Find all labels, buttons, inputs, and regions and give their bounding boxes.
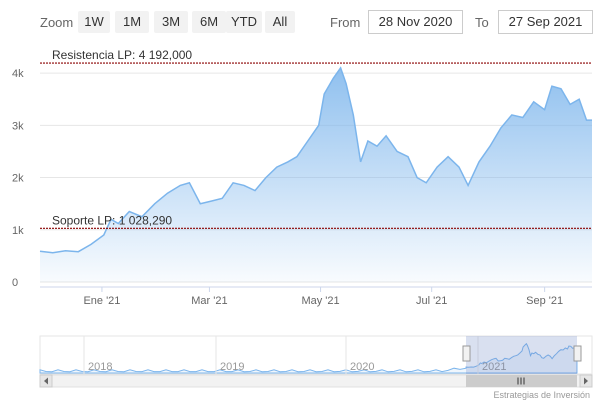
navigator-frame bbox=[39, 335, 593, 375]
y-tick-label: 1k bbox=[12, 225, 24, 237]
navigator-years: 2018 2019 2020 2021 bbox=[83, 336, 506, 374]
grip-icon bbox=[517, 377, 525, 385]
zoom-1m-button[interactable]: 1M bbox=[115, 11, 149, 33]
series-line bbox=[39, 66, 592, 254]
from-label: From bbox=[330, 15, 361, 30]
x-tick-label: Sep '21 bbox=[526, 295, 563, 307]
y-tick-label: 4k bbox=[12, 68, 24, 80]
x-tick-label: Jul '21 bbox=[416, 295, 447, 307]
x-axis: Ene '21 Mar '21 May '21 Jul '21 Sep '21 bbox=[83, 287, 563, 307]
scrollbar bbox=[39, 374, 593, 388]
navigator-year-label: 2021 bbox=[482, 361, 506, 373]
zoom-3m-button[interactable]: 3M bbox=[154, 11, 188, 33]
zoom-all-button[interactable]: All bbox=[265, 11, 295, 33]
from-date-input[interactable]: 28 Nov 2020 bbox=[368, 10, 463, 34]
navigator-year-label: 2018 bbox=[88, 361, 112, 373]
arrow-left-icon bbox=[44, 377, 48, 385]
plot-lines: Resistencia LP: 4 192,000 Soporte LP: 1 0… bbox=[40, 48, 592, 229]
navigator-year-label: 2019 bbox=[220, 361, 244, 373]
to-label: To bbox=[475, 15, 489, 30]
navigator-left-handle[interactable] bbox=[462, 345, 471, 362]
y-axis: 0 1k 2k 3k 4k bbox=[12, 68, 24, 289]
plot-line-label: Soporte LP: 1 028,290 bbox=[52, 213, 172, 227]
zoom-1w-button[interactable]: 1W bbox=[78, 11, 110, 33]
range-selector: Zoom 1W 1M 3M 6M YTD All From 28 Nov 202… bbox=[0, 0, 600, 44]
navigator-selection[interactable] bbox=[466, 336, 577, 374]
y-tick-label: 3k bbox=[12, 120, 24, 132]
x-tick-label: May '21 bbox=[301, 295, 339, 307]
navigator-right-handle[interactable] bbox=[573, 345, 582, 362]
x-tick-label: Mar '21 bbox=[191, 295, 227, 307]
y-tick-label: 0 bbox=[12, 277, 18, 289]
y-tick-label: 2k bbox=[12, 173, 24, 185]
plot-line-label: Resistencia LP: 4 192,000 bbox=[52, 48, 192, 62]
navigator-year-label: 2020 bbox=[350, 361, 374, 373]
navigator-series bbox=[39, 342, 578, 374]
zoom-ytd-button[interactable]: YTD bbox=[226, 11, 262, 33]
credit-label: Estrategias de Inversión bbox=[493, 390, 590, 400]
navigator: 2018 2019 2020 2021 bbox=[39, 335, 593, 375]
arrow-right-icon bbox=[584, 377, 588, 385]
x-tick-label: Ene '21 bbox=[83, 295, 120, 307]
zoom-6m-button[interactable]: 6M bbox=[192, 11, 226, 33]
zoom-label: Zoom bbox=[40, 15, 74, 30]
series-area bbox=[40, 67, 592, 283]
to-date-input[interactable]: 27 Sep 2021 bbox=[498, 10, 593, 34]
